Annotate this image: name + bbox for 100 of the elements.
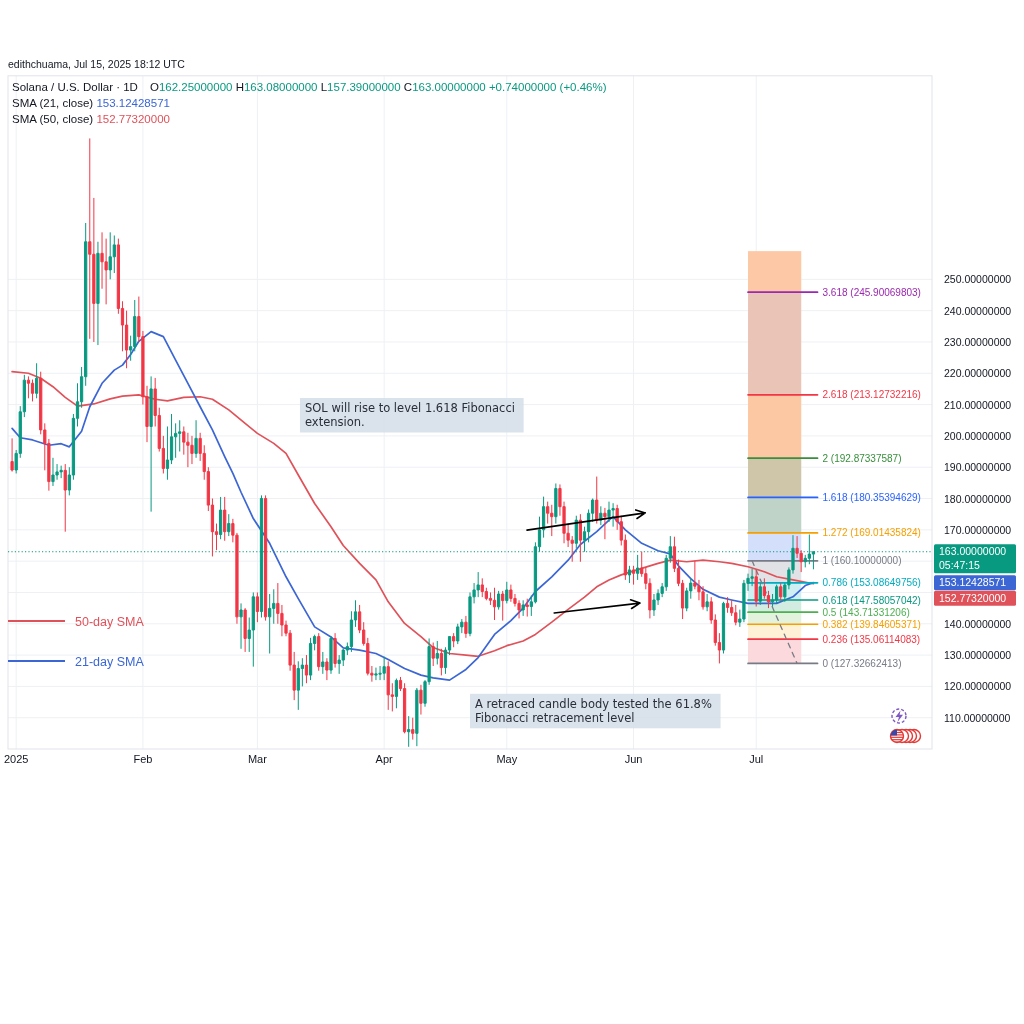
y-tick-label: 140.00000000 — [944, 617, 1012, 630]
data-label: 0.382 (139.84605371) — [822, 618, 921, 630]
y-tick-label: 180.00000000 — [944, 492, 1012, 505]
data-label: 3.618 (245.90069803) — [822, 286, 921, 298]
x-tick-label: 2025 — [3, 753, 29, 765]
candlestick — [374, 667, 378, 681]
y-tick-label: 190.00000000 — [944, 461, 1012, 474]
x-tick-label: Jul — [749, 753, 764, 765]
candlestick — [452, 632, 456, 648]
y-tick-label: 230.00000000 — [944, 335, 1012, 348]
text: edithchuama, Jul 15, 2025 18:12 UTC — [8, 57, 186, 70]
candlestick — [439, 648, 443, 676]
candlestick — [525, 598, 529, 618]
candlestick — [636, 554, 640, 581]
candlestick — [296, 660, 300, 711]
candlestick — [415, 687, 419, 747]
candlestick — [521, 599, 525, 617]
x-tick-label: Feb — [133, 753, 153, 765]
candlestick — [750, 568, 754, 587]
chart-title: Solana / U.S. Dollar · 1D — [12, 80, 138, 93]
candlestick — [435, 640, 439, 665]
candlestick — [218, 496, 223, 540]
y-tick-label: 170.00000000 — [944, 523, 1012, 536]
y-tick-label: 210.00000000 — [944, 398, 1012, 411]
candlestick — [721, 601, 726, 654]
candlestick — [578, 513, 583, 563]
candlestick — [239, 602, 243, 650]
x-tick-label: May — [496, 753, 518, 765]
candlestick — [96, 241, 100, 346]
candlestick — [407, 715, 411, 748]
candlestick — [190, 435, 194, 465]
text: 152.77320000 — [939, 591, 1007, 604]
candlestick — [779, 582, 783, 601]
candlestick — [497, 590, 501, 611]
candlestick — [35, 362, 39, 399]
x-tick-label: Jun — [624, 753, 643, 765]
candlestick — [627, 565, 632, 584]
legend-label: 50-day SMA — [75, 614, 145, 629]
candlestick — [63, 463, 67, 533]
candlestick — [419, 684, 423, 716]
data-label: 2.618 (213.12732216) — [822, 389, 921, 401]
candlestick — [631, 565, 636, 586]
candlestick — [574, 515, 578, 550]
candlestick — [411, 717, 415, 741]
candlestick — [108, 231, 112, 280]
data-label: 0.618 (147.58057042) — [822, 594, 921, 606]
candlestick — [611, 502, 615, 528]
candlestick — [505, 581, 509, 604]
data-label: 1 (160.10000000) — [822, 555, 902, 567]
candlestick — [754, 570, 758, 608]
y-tick-label: 220.00000000 — [944, 367, 1012, 380]
data-label: 1.618 (180.35394629) — [822, 491, 921, 503]
y-tick-label: 250.00000000 — [944, 273, 1012, 286]
candlestick — [480, 577, 484, 598]
candlestick — [595, 476, 599, 525]
y-tick-label: 200.00000000 — [944, 429, 1012, 442]
candlestick — [251, 591, 255, 668]
candlestick — [325, 657, 329, 681]
candlestick — [509, 584, 513, 603]
candlestick — [607, 501, 611, 523]
line-series — [11, 370, 815, 658]
candlestick — [227, 513, 231, 537]
text: 05:47:15 — [939, 559, 981, 572]
x-tick-label: Mar — [247, 753, 268, 765]
candlestick — [603, 507, 607, 540]
candlestick — [321, 651, 325, 675]
candlestick — [705, 593, 709, 612]
candlestick — [492, 587, 497, 621]
candlestick — [456, 623, 460, 645]
candlestick — [431, 642, 435, 667]
y-tick-label: 130.00000000 — [944, 649, 1012, 662]
annotation: SMA (21, close) 153.12428571 — [12, 96, 170, 109]
candlestick — [652, 593, 656, 617]
candlestick — [550, 504, 554, 537]
candlestick — [51, 457, 55, 487]
candlestick — [382, 656, 386, 681]
candlestick — [10, 437, 14, 473]
data-label: 0 (127.32662413) — [822, 657, 902, 669]
candlestick — [386, 660, 390, 711]
data-label: 1.272 (169.01435824) — [822, 527, 921, 539]
candlestick — [394, 678, 399, 709]
legend-label: 21-day SMA — [75, 654, 145, 669]
data-label: 0.786 (153.08649756) — [822, 577, 921, 589]
y-tick-label: 120.00000000 — [944, 680, 1012, 693]
candlestick — [88, 137, 92, 340]
candlestick — [464, 615, 468, 639]
y-tick-label: 240.00000000 — [944, 304, 1012, 317]
candlestick — [59, 465, 63, 479]
candlestick — [255, 591, 260, 623]
data-label: 0.236 (135.06114083) — [822, 633, 921, 645]
candlestick — [734, 604, 738, 626]
candlestick — [194, 419, 198, 459]
data-label: 2 (192.87337587) — [822, 452, 902, 464]
y-tick-label: 110.00000000 — [944, 711, 1011, 724]
candlestick — [268, 593, 272, 654]
data-label: 0.5 (143.71331206) — [822, 606, 910, 618]
candlestick — [317, 632, 321, 672]
text: O162.25000000 H163.08000000 L157.39000000 C163.00000000 +0.74000000 (+0.46%) — [149, 80, 607, 93]
candlestick — [308, 637, 313, 681]
candlestick — [501, 590, 505, 622]
